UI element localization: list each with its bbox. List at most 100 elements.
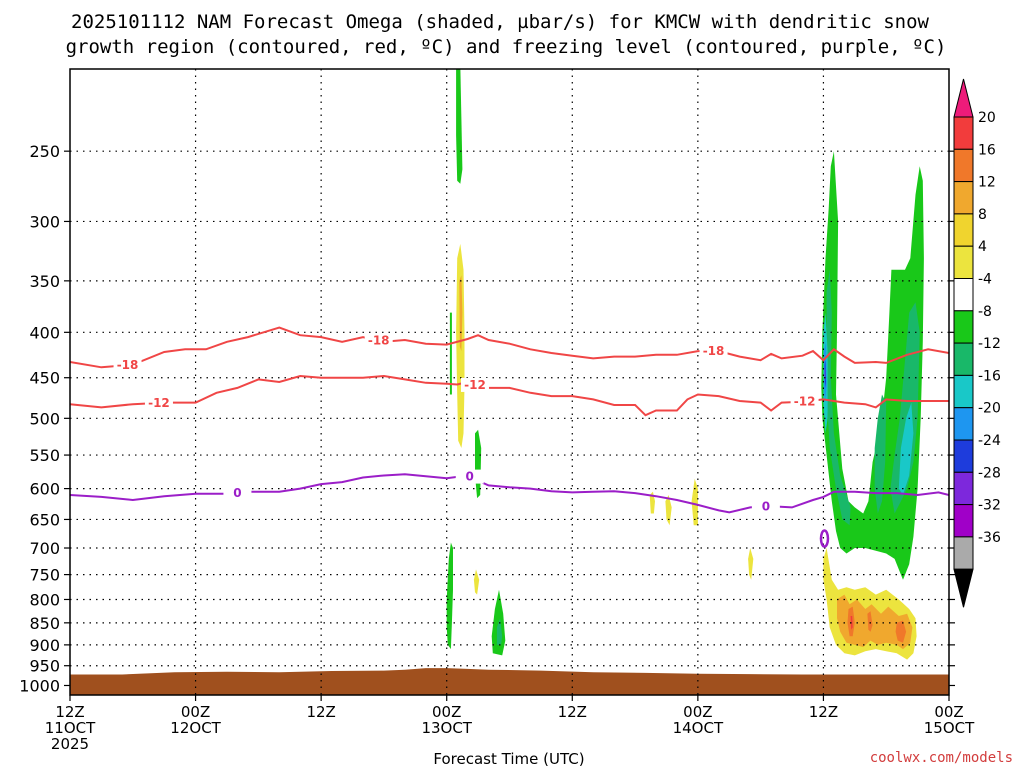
omega-shade-9 <box>649 491 655 514</box>
y-tick-label-650: 650 <box>29 510 60 529</box>
y-tick-label-850: 850 <box>29 614 60 633</box>
y-tick-label-400: 400 <box>29 323 60 342</box>
colorbar-segment-1 <box>953 116 974 150</box>
y-tick-label-550: 550 <box>29 446 60 465</box>
y-tick-label-350: 350 <box>29 272 60 291</box>
omega-shade-6 <box>491 589 506 656</box>
omega-shade-12 <box>748 548 754 580</box>
contour-label-bg-2-0 <box>223 485 252 500</box>
colorbar-segment-4 <box>953 213 974 247</box>
contour-label-0-1: -18 <box>368 334 390 348</box>
colorbar-label-13: -36 <box>978 530 1001 546</box>
contour-line-2 <box>70 473 949 514</box>
omega-shade-21 <box>898 402 914 495</box>
contour-label-bg-2-2 <box>751 499 780 514</box>
colorbar-segment-10 <box>953 407 974 441</box>
x-tick-label-0-2: 11OCT <box>45 719 96 737</box>
contour-label-1-2: -12 <box>794 395 816 409</box>
chart-title-line-2: growth region (contoured, red, ºC) and f… <box>66 36 947 58</box>
terrain-surface <box>70 668 949 695</box>
colorbar-label-2: 12 <box>978 175 996 191</box>
colorbar-label-9: -20 <box>978 401 1001 417</box>
omega-shade-7 <box>496 618 503 645</box>
colorbar-label-6: -8 <box>978 304 992 320</box>
omega-shade-26 <box>895 620 907 643</box>
omega-shade-11 <box>691 478 698 526</box>
x-tick-label-84-1: 00Z <box>934 703 963 721</box>
colorbar-label-11: -28 <box>978 465 1001 481</box>
colorbar-label-4: 4 <box>978 239 987 255</box>
x-tick-label-60-1: 00Z <box>683 703 712 721</box>
y-axis: 250 300 350 400 450 500 550 600 650 700 750 800 850 9… <box>19 142 955 695</box>
omega-shade-8 <box>473 569 480 595</box>
colorbar-segment-13 <box>953 504 974 538</box>
omega-shade-18 <box>824 369 826 380</box>
contour-label-bg-1-0 <box>144 395 173 410</box>
contour-label-bg-0-1 <box>364 333 393 348</box>
colorbar-label-10: -24 <box>978 433 1001 449</box>
contour-label-0-0: -18 <box>117 358 139 372</box>
freezing-level-closed-contour <box>819 529 830 548</box>
colorbar-segment-3 <box>953 181 974 215</box>
y-tick-label-300: 300 <box>29 212 60 231</box>
colorbar: 20 16 12 8 4 -4 -8 -12 -16 -20 -24 -28 -32 -36 <box>953 78 1001 608</box>
x-tick-label-0-1: 12Z <box>55 703 84 721</box>
contour-label-2-0: 0 <box>233 486 241 500</box>
x-tick-label-72-1: 12Z <box>809 703 838 721</box>
x-tick-label-36-1: 00Z <box>432 703 461 721</box>
colorbar-label-3: 8 <box>978 207 987 223</box>
colorbar-label-8: -16 <box>978 368 1001 384</box>
x-tick-label-84-2: 15OCT <box>924 719 975 737</box>
colorbar-label-5: -4 <box>978 272 992 288</box>
contour-label-bg-1-2 <box>790 394 819 409</box>
y-tick-label-950: 950 <box>29 657 60 676</box>
contour-label-bg-1-1 <box>460 377 489 392</box>
y-tick-label-700: 700 <box>29 539 60 558</box>
contour-label-2-1: 0 <box>466 470 474 484</box>
omega-shade-23 <box>837 594 913 650</box>
contour-label-1-1: -12 <box>464 378 486 392</box>
colorbar-segment-14 <box>953 536 974 570</box>
omega-shade-10 <box>665 495 672 526</box>
omega-shade-14 <box>826 269 851 526</box>
x-tick-label-36-2: 13OCT <box>421 719 472 737</box>
colorbar-bottom-arrow <box>953 568 974 608</box>
omega-shade-3 <box>449 312 452 395</box>
contour-line-1 <box>70 374 949 417</box>
x-tick-label-48-1: 12Z <box>558 703 587 721</box>
x-tick-label-12-1: 00Z <box>181 703 210 721</box>
contour-label-0-2: -18 <box>703 344 725 358</box>
x-tick-label-0-3: 2025 <box>51 735 89 753</box>
y-tick-label-800: 800 <box>29 590 60 609</box>
y-tick-label-750: 750 <box>29 566 60 585</box>
omega-shade-0 <box>456 69 463 184</box>
y-tick-label-600: 600 <box>29 480 60 499</box>
colorbar-segment-6 <box>953 278 974 312</box>
y-tick-label-250: 250 <box>29 142 60 161</box>
x-axis-label: Forecast Time (UTC) <box>433 750 584 768</box>
x-tick-label-60-2: 14OCT <box>673 719 724 737</box>
colorbar-label-1: 16 <box>978 142 996 158</box>
colorbar-label-7: -12 <box>978 336 1001 352</box>
colorbar-segment-12 <box>953 471 974 506</box>
omega-shade-4 <box>475 429 482 499</box>
y-tick-label-500: 500 <box>29 409 60 428</box>
colorbar-segment-8 <box>953 342 974 376</box>
x-tick-label-24-1: 12Z <box>306 703 335 721</box>
omega-shade-27 <box>850 616 853 630</box>
colorbar-top-arrow <box>953 78 974 118</box>
colorbar-segment-2 <box>953 148 974 183</box>
colorbar-label-0: 20 <box>978 110 996 126</box>
omega-shade-20 <box>890 302 920 514</box>
plot-inner: -18 -18 -18 -12 -12 -12 0 0 0 <box>70 69 949 695</box>
plot-frame <box>69 68 950 696</box>
omega-shade-19 <box>874 394 887 514</box>
contour-label-1-0: -12 <box>148 396 170 410</box>
contour-line-0 <box>70 326 949 369</box>
contour-label-bg-0-2 <box>699 344 728 359</box>
omega-shade-5 <box>446 542 453 650</box>
credit-text: coolwx.com/models <box>870 750 1013 766</box>
colorbar-label-12: -32 <box>978 498 1001 514</box>
plot-area: -18 -18 -18 -12 -12 -12 0 0 0 <box>69 68 950 696</box>
